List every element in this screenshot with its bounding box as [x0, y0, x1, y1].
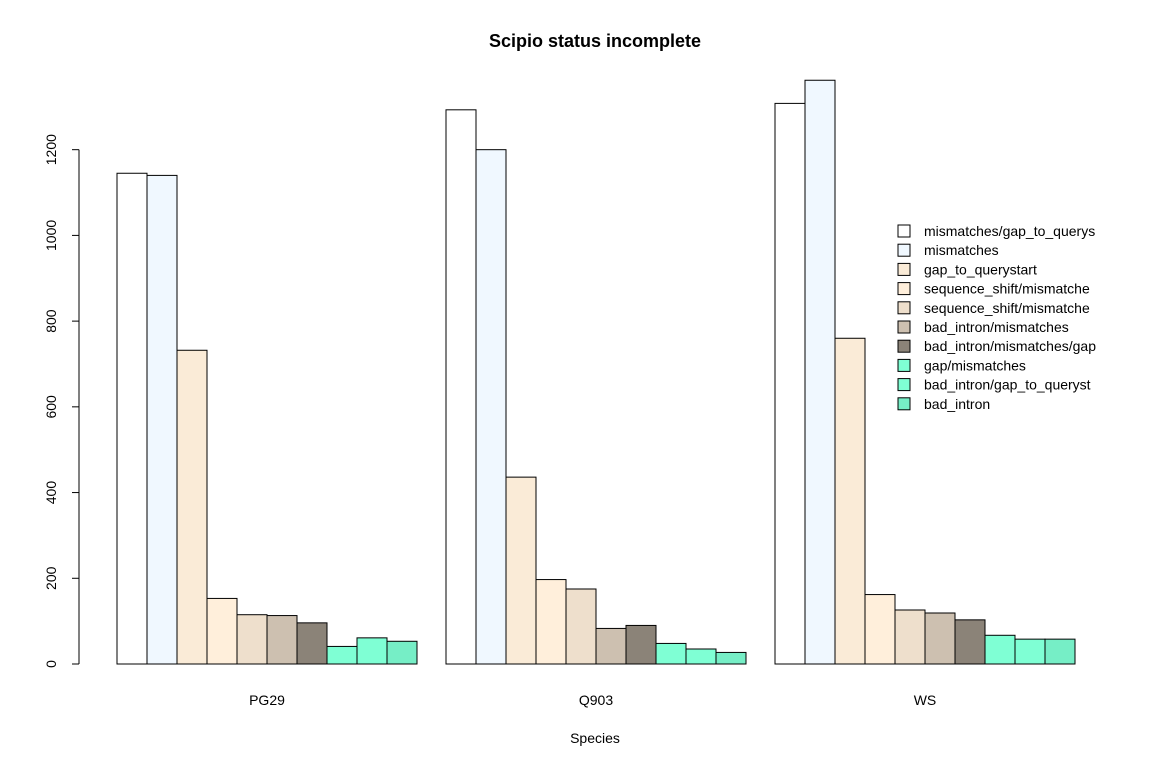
bar — [475, 149, 507, 665]
x-tick-label: Q903 — [579, 692, 613, 708]
bar — [206, 597, 238, 665]
bar — [894, 609, 926, 665]
legend: mismatches/gap_to_querys mismatches gap_to… — [897, 223, 1096, 412]
x-tick-label: WS — [914, 692, 937, 708]
y-tick-label: 1000 — [43, 220, 59, 251]
x-axis-title: Species — [570, 730, 620, 746]
legend-swatch — [897, 282, 911, 296]
bar-group-pg29 — [116, 172, 418, 665]
y-tick-label: 600 — [43, 395, 59, 419]
legend-swatch — [897, 397, 911, 411]
chart-title: Scipio status incomplete — [489, 31, 701, 51]
bar-group-ws — [774, 79, 1076, 665]
x-tick-label: PG29 — [249, 692, 285, 708]
bar — [655, 642, 687, 665]
bar — [356, 637, 388, 665]
bar — [1014, 638, 1046, 665]
bar — [595, 627, 627, 665]
y-axis: 0 200 400 600 800 1000 1200 — [43, 134, 80, 668]
bar-group-q903 — [445, 109, 747, 665]
bar — [804, 79, 836, 665]
y-tick-label: 0 — [43, 660, 59, 668]
legend-label: gap/mismatches — [924, 357, 1026, 373]
legend-swatch — [897, 339, 911, 353]
legend-label: bad_intron — [924, 396, 990, 412]
legend-label: bad_intron/gap_to_queryst — [924, 377, 1091, 393]
legend-swatch — [897, 320, 911, 334]
bar — [266, 615, 298, 665]
legend-label: bad_intron/mismatches/gap — [924, 338, 1096, 354]
y-tick-label: 800 — [43, 309, 59, 333]
bar — [954, 619, 986, 665]
y-tick-label: 400 — [43, 481, 59, 505]
bar-groups — [116, 79, 1076, 665]
bar — [565, 588, 597, 665]
bar — [984, 634, 1016, 665]
bar — [774, 102, 806, 665]
legend-swatch — [897, 358, 911, 372]
legend-swatch — [897, 301, 911, 315]
bar — [834, 337, 866, 665]
bar — [535, 579, 567, 665]
bar — [445, 109, 477, 665]
bar — [715, 651, 747, 665]
legend-swatch — [897, 378, 911, 392]
bar — [505, 476, 537, 665]
bar — [864, 594, 896, 665]
legend-label: bad_intron/mismatches — [924, 319, 1069, 335]
bar — [296, 622, 328, 665]
bar — [236, 614, 268, 665]
bar — [625, 624, 657, 665]
y-tick-label: 200 — [43, 566, 59, 590]
legend-swatch — [897, 262, 911, 276]
bar — [1044, 638, 1076, 665]
legend-swatch — [897, 224, 911, 238]
bar — [176, 349, 208, 665]
y-tick-label: 1200 — [43, 134, 59, 165]
bar — [386, 640, 418, 665]
legend-swatch — [897, 243, 911, 257]
legend-label: sequence_shift/mismatche — [924, 300, 1090, 316]
legend-label: mismatches — [924, 242, 999, 258]
bar — [116, 172, 148, 665]
bar — [924, 612, 956, 665]
bar — [685, 648, 717, 665]
legend-label: gap_to_querystart — [924, 261, 1037, 277]
legend-label: sequence_shift/mismatche — [924, 281, 1090, 297]
bar — [326, 645, 358, 665]
x-axis-tick-labels: PG29 Q903 WS — [249, 692, 936, 708]
bar — [146, 174, 178, 665]
legend-label: mismatches/gap_to_querys — [924, 223, 1095, 239]
